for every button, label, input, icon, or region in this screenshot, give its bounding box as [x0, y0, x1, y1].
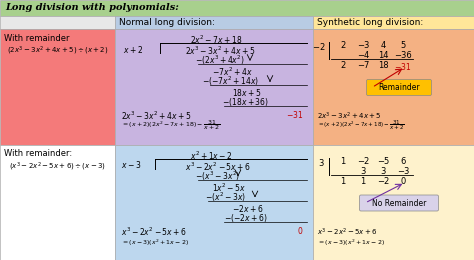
Text: $x^3-2x^2-5x+6$: $x^3-2x^2-5x+6$: [121, 226, 187, 238]
Text: −3: −3: [357, 41, 369, 50]
Text: 18: 18: [378, 61, 388, 70]
Text: $1x^2-5x$: $1x^2-5x$: [212, 181, 246, 194]
Text: 1: 1: [340, 157, 346, 166]
Text: −3: −3: [397, 166, 409, 176]
Bar: [313, 16, 474, 29]
Bar: [0, 0, 474, 16]
Text: $-31$: $-31$: [394, 61, 411, 72]
Text: $-(2x^3+4x^2)$: $-(2x^3+4x^2)$: [195, 54, 245, 67]
Text: $-31$: $-31$: [286, 109, 303, 120]
Text: $x-3$: $x-3$: [121, 159, 141, 171]
Bar: [0, 145, 115, 260]
Text: $(2x^3-3x^2+4x+5)\div(x+2)$: $(2x^3-3x^2+4x+5)\div(x+2)$: [7, 45, 108, 57]
Text: 2: 2: [340, 41, 346, 50]
Text: 0: 0: [401, 177, 406, 185]
Text: $=(x+2)(2x^2-7x+18)-\dfrac{31}{x+2}$: $=(x+2)(2x^2-7x+18)-\dfrac{31}{x+2}$: [121, 119, 220, 133]
FancyBboxPatch shape: [359, 195, 438, 211]
Text: 6: 6: [401, 157, 406, 166]
Text: 14: 14: [378, 51, 388, 60]
FancyBboxPatch shape: [366, 80, 431, 95]
Text: $=(x-3)(x^2+1x-2)$: $=(x-3)(x^2+1x-2)$: [121, 238, 189, 248]
Text: $=(x-3)(x^2+1x-2)$: $=(x-3)(x^2+1x-2)$: [317, 238, 385, 248]
Text: 5: 5: [401, 41, 406, 50]
Text: $-(18x+36)$: $-(18x+36)$: [222, 96, 269, 108]
Text: Normal long division:: Normal long division:: [119, 18, 215, 27]
Text: −7: −7: [357, 61, 369, 70]
Text: $-(-2x+6)$: $-(-2x+6)$: [224, 211, 268, 224]
Text: $(x^3-2x^2-5x+6)\div(x-3)$: $(x^3-2x^2-5x+6)\div(x-3)$: [9, 160, 106, 173]
Text: −2: −2: [377, 177, 389, 185]
Text: $3$: $3$: [319, 157, 325, 167]
Text: 4: 4: [380, 41, 386, 50]
Text: 3: 3: [380, 166, 386, 176]
Text: No Remainder: No Remainder: [372, 198, 426, 207]
Text: $-(x^2-3x)$: $-(x^2-3x)$: [205, 191, 246, 204]
Text: 1: 1: [360, 177, 365, 185]
Text: Remainder: Remainder: [378, 83, 420, 92]
Bar: [115, 145, 313, 260]
Text: $2x^3-3x^2+4x+5$: $2x^3-3x^2+4x+5$: [317, 111, 382, 122]
Text: 3: 3: [360, 166, 365, 176]
Bar: [313, 145, 474, 260]
Bar: [115, 29, 313, 145]
Bar: [0, 29, 115, 145]
Text: $18x+5$: $18x+5$: [232, 87, 262, 98]
Text: $-(-7x^2+14x)$: $-(-7x^2+14x)$: [202, 75, 259, 88]
Text: −5: −5: [377, 157, 389, 166]
Bar: [0, 16, 115, 29]
Text: −4: −4: [357, 51, 369, 60]
Text: $x+2$: $x+2$: [123, 44, 143, 55]
Text: With remainder: With remainder: [4, 34, 70, 43]
Text: $x^3-2x^2-5x+6$: $x^3-2x^2-5x+6$: [185, 160, 251, 173]
Text: $-(x^3-3x^2)$: $-(x^3-3x^2)$: [195, 170, 240, 183]
Text: $2x^2-7x+18$: $2x^2-7x+18$: [190, 34, 243, 46]
Text: $2x^3-3x^2+4x+5$: $2x^3-3x^2+4x+5$: [185, 45, 255, 57]
Text: $x^2+1x-2$: $x^2+1x-2$: [190, 150, 233, 162]
Text: $x^3-2x^2-5x+6$: $x^3-2x^2-5x+6$: [317, 227, 378, 238]
Text: $=(x+2)(2x^2-7x+18)-\dfrac{31}{x+2}$: $=(x+2)(2x^2-7x+18)-\dfrac{31}{x+2}$: [317, 119, 405, 133]
Text: $-2x+6$: $-2x+6$: [232, 203, 264, 213]
Text: 1: 1: [340, 177, 346, 185]
Text: Long division with polynomials:: Long division with polynomials:: [5, 3, 179, 12]
Text: $-7x^2+4x$: $-7x^2+4x$: [212, 66, 253, 79]
Text: $-2$: $-2$: [311, 41, 325, 52]
Text: Synthetic long division:: Synthetic long division:: [317, 18, 423, 27]
Text: −2: −2: [357, 157, 369, 166]
Bar: [115, 16, 313, 29]
Bar: [313, 29, 474, 145]
Text: −36: −36: [394, 51, 412, 60]
Text: 2: 2: [340, 61, 346, 70]
Text: $0$: $0$: [297, 224, 303, 236]
Text: With remainder:: With remainder:: [4, 150, 72, 159]
Text: $2x^3-3x^2+4x+5$: $2x^3-3x^2+4x+5$: [121, 110, 191, 122]
